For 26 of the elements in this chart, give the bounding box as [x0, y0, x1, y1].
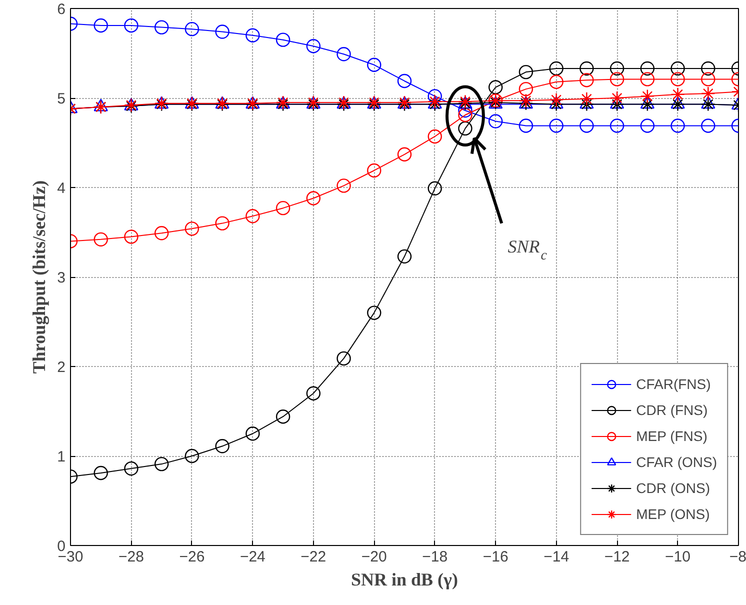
legend-label: CDR (ONS)	[636, 480, 710, 496]
x-tick-label: −20	[361, 548, 387, 566]
y-tick-label: 6	[57, 1, 66, 18]
legend-label: CFAR(FNS)	[636, 376, 711, 392]
x-tick-label: −16	[482, 548, 508, 566]
x-tick-label: −28	[118, 548, 144, 566]
y-tick-label: 1	[57, 448, 66, 466]
legend-label: MEP (ONS)	[636, 506, 710, 522]
x-tick-label: −8	[729, 548, 746, 566]
x-tick-label: −14	[544, 548, 570, 566]
x-tick-label: −22	[300, 548, 326, 566]
y-tick-label: 2	[57, 359, 66, 376]
legend-label: CFAR (ONS)	[636, 454, 717, 470]
y-tick-label: 0	[57, 538, 66, 555]
legend-label: MEP (FNS)	[636, 428, 708, 444]
y-tick-label: 4	[57, 180, 66, 197]
y-axis-title: Throughput (bits/sec/Hz)	[29, 180, 50, 374]
x-tick-label: −10	[665, 548, 691, 566]
x-tick-label: −12	[604, 548, 630, 566]
x-tick-label: −26	[179, 548, 205, 566]
y-tick-label: 3	[57, 270, 66, 286]
x-tick-label: −24	[240, 548, 266, 566]
x-tick-label: −18	[422, 548, 448, 566]
x-axis-title: SNR in dB (γ)	[351, 570, 458, 590]
legend-label: CDR (FNS)	[636, 402, 708, 418]
y-tick-label: 5	[57, 90, 66, 108]
